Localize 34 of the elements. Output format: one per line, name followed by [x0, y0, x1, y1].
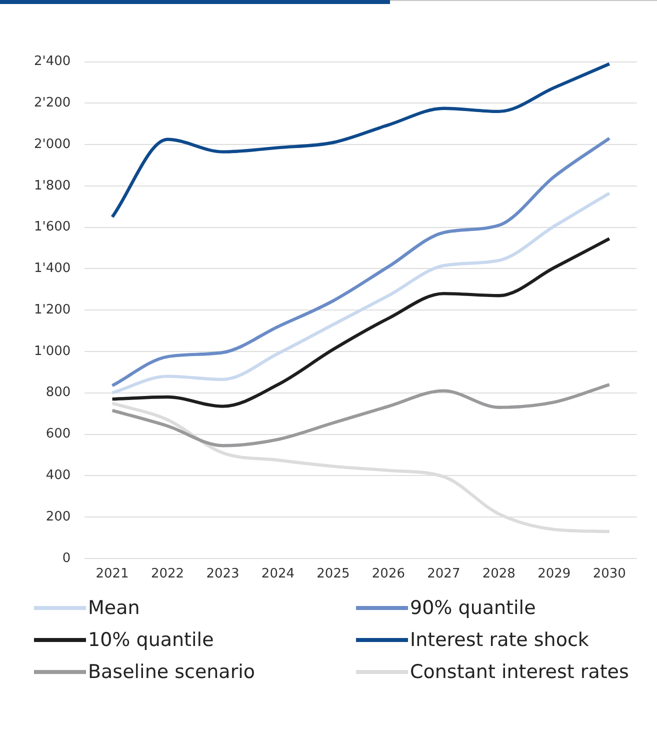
- legend-label: Constant interest rates: [410, 661, 629, 683]
- x-tick-label: 2029: [538, 566, 571, 582]
- x-tick-label: 2024: [261, 566, 295, 582]
- legend-label: Mean: [88, 597, 140, 619]
- y-tick-label: 1'400: [34, 261, 71, 276]
- legend-label: 90% quantile: [410, 597, 536, 619]
- legend-label: 10% quantile: [88, 629, 214, 651]
- y-tick-label: 400: [46, 468, 71, 484]
- legend-label: Baseline scenario: [88, 661, 256, 683]
- x-tick-label: 2021: [96, 566, 129, 582]
- y-tick-label: 0: [62, 550, 71, 566]
- x-tick-label: 2023: [206, 566, 240, 582]
- y-tick-label: 1'600: [34, 220, 71, 235]
- x-tick-label: 2027: [427, 566, 460, 582]
- y-tick-label: 800: [46, 385, 71, 400]
- y-tick-label: 600: [46, 426, 71, 442]
- y-tick-label: 1'000: [34, 344, 71, 359]
- y-tick-label: 200: [46, 509, 71, 524]
- line-series: [110, 136, 611, 388]
- x-tick-label: 2026: [372, 566, 405, 582]
- line-series: [110, 382, 611, 448]
- y-tick-label: 2'400: [34, 54, 71, 70]
- line-series: [110, 62, 611, 219]
- line-series: [110, 192, 611, 394]
- y-tick-label: 1'800: [34, 178, 71, 194]
- y-tick-label: 2'200: [34, 96, 71, 111]
- y-tick-label: 2'000: [34, 136, 71, 152]
- x-tick-label: 2030: [592, 566, 626, 582]
- y-tick-label: 1'200: [34, 302, 71, 318]
- legend-label: Interest rate shock: [410, 629, 589, 651]
- x-tick-label: 2022: [150, 566, 184, 582]
- x-tick-label: 2025: [316, 566, 350, 582]
- line-series: [110, 237, 611, 408]
- x-tick-label: 2028: [482, 566, 516, 582]
